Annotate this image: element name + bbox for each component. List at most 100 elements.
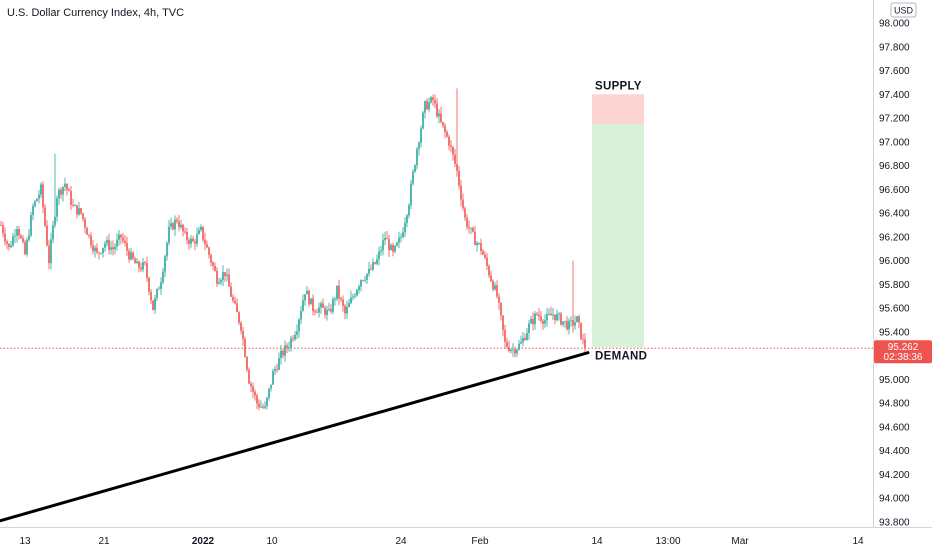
candle-bearish [554,314,556,321]
price-tick-label: 96.200 [879,232,910,243]
candle-bullish [164,256,166,272]
candle-bullish [558,313,560,315]
candle-bearish [504,330,506,342]
candle-bearish [324,307,326,316]
candle-bullish [74,205,76,206]
candle-bearish [236,303,238,313]
candle-bullish [368,268,370,274]
candle-bullish [10,245,12,248]
candle-bearish [138,261,140,268]
candle-bearish [502,315,504,331]
price-tick-label: 95.800 [879,280,910,291]
candle-bearish [506,341,508,347]
candle-bearish [514,349,516,354]
candle-bearish [232,296,234,301]
candle-bullish [14,235,16,237]
candle-bearish [340,298,342,300]
candle-bearish [192,238,194,242]
candle-bullish [470,227,472,229]
candle-bullish [170,223,172,227]
candle-bullish [404,222,406,233]
candle-bearish [282,350,284,356]
time-axis[interactable]: 13 21 2022 10 24 Feb 14 13:00 Mar 14 [19,536,864,547]
candle-bearish [98,252,100,254]
candle-bearish [148,277,150,292]
candle-bullish [30,214,32,236]
candle-bearish [76,205,78,215]
candle-bullish [130,252,132,260]
candle-bearish [486,257,488,267]
candle-bearish [206,244,208,248]
candle-bullish [264,406,266,408]
candle-bearish [330,309,332,312]
time-tick-label: 21 [98,536,110,547]
supply-label: SUPPLY [595,80,642,92]
candle-bearish [508,346,510,352]
candle-bearish [88,234,90,236]
candle-bullish [104,243,106,248]
candle-bearish [536,313,538,315]
candle-bullish [420,128,422,143]
price-tick-label: 97.000 [879,137,910,148]
candle-bearish [444,125,446,133]
symbol-title: U.S. Dollar Currency Index, 4h, TVC [7,7,184,19]
candle-bearish [374,262,376,264]
candles [0,88,586,411]
candle-bearish [542,320,544,324]
candle-bearish [550,313,552,316]
candle-bearish [292,338,294,340]
candle-bullish [510,349,512,352]
time-tick-label: 2022 [192,536,215,547]
supply-zone[interactable] [592,94,644,124]
candle-bearish [472,227,474,232]
candle-bullish [270,384,272,389]
candle-bearish [212,262,214,266]
price-tick-label: 98.000 [879,19,910,30]
candle-bearish [582,339,584,340]
candle-bearish [580,322,582,340]
candle-bearish [496,285,498,297]
candle-bullish [360,280,362,287]
candle-bullish [102,247,104,254]
candle-bearish [256,395,258,404]
candle-bearish [22,237,24,243]
candle-bearish [458,170,460,186]
candle-bullish [400,237,402,238]
candle-bullish [564,320,566,322]
candle-bearish [210,255,212,263]
time-tick-label: Feb [471,536,489,547]
candle-bearish [80,208,82,214]
candle-bullish [382,240,384,251]
currency-badge[interactable]: USD [890,2,917,18]
candle-bearish [338,285,340,299]
price-tick-label: 97.600 [879,66,910,77]
candle-bearish [132,252,134,259]
candle-bearish [238,312,240,323]
candle-bullish [302,300,304,311]
candle-bearish [126,243,128,251]
candle-bearish [60,189,62,195]
price-tick-label: 94.600 [879,422,910,433]
candle-bullish [280,350,282,358]
candle-bearish [146,263,148,278]
candle-bullish [534,313,536,325]
candle-bearish [426,101,428,110]
candle-bearish [566,320,568,330]
trendline[interactable] [0,351,590,523]
price-axis[interactable]: 98.000 97.800 97.600 97.400 97.200 97.000 96.8… [879,19,910,529]
candle-bullish [196,234,198,244]
candle-bearish [386,237,388,240]
candle-bearish [8,243,10,248]
candle-bullish [354,295,356,297]
candle-bullish [544,320,546,324]
candle-bullish [528,323,530,334]
target-zone[interactable] [592,123,644,348]
time-tick-label: 14 [852,536,864,547]
time-tick-label: 10 [266,536,278,547]
candle-bullish [526,333,528,340]
candle-bearish [242,330,244,339]
candle-bullish [356,290,358,296]
candle-bearish [436,103,438,117]
price-tick-label: 94.400 [879,446,910,457]
